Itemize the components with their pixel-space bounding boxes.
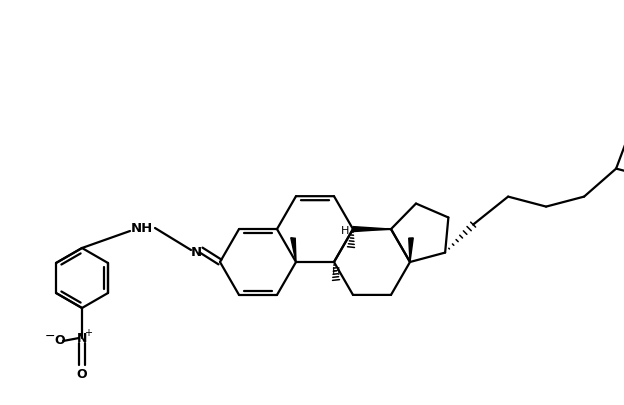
Text: N: N: [190, 245, 202, 258]
Polygon shape: [353, 226, 391, 232]
Text: H: H: [341, 226, 349, 236]
Text: O: O: [55, 335, 66, 347]
Text: +: +: [84, 328, 92, 338]
Polygon shape: [409, 238, 413, 262]
Polygon shape: [291, 238, 296, 262]
Text: −: −: [45, 330, 56, 343]
Text: NH: NH: [131, 222, 153, 234]
Text: H: H: [332, 267, 340, 277]
Text: O: O: [77, 367, 87, 381]
Text: N: N: [77, 332, 87, 345]
